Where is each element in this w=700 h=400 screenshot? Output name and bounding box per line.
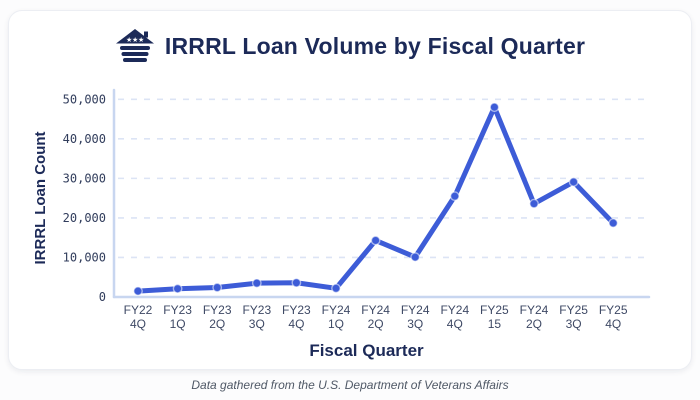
data-point <box>608 218 619 228</box>
x-tick-label: FY25 <box>559 303 588 317</box>
data-point <box>449 191 460 202</box>
x-tick-label: FY25 <box>480 303 509 317</box>
y-tick-label: 0 <box>99 290 106 304</box>
y-tick-label: 40,000 <box>63 132 106 146</box>
x-tick-label: 4Q <box>605 317 621 331</box>
x-axis-title: Fiscal Quarter <box>309 341 424 360</box>
y-tick-label: 30,000 <box>63 171 106 185</box>
x-tick-label: 1Q <box>328 317 344 331</box>
x-tick-label: 3Q <box>407 317 423 331</box>
x-tick-label: 4Q <box>288 317 304 331</box>
svg-text:★: ★ <box>138 36 144 44</box>
x-tick-label: 2Q <box>526 317 542 331</box>
data-point <box>133 286 143 296</box>
data-point <box>331 283 341 294</box>
x-tick-label: 2Q <box>209 317 225 331</box>
data-point <box>291 277 302 288</box>
data-point <box>370 235 381 246</box>
x-tick-label: 2Q <box>368 317 384 331</box>
y-tick-label: 10,000 <box>63 250 106 264</box>
x-tick-label: FY22 <box>124 303 153 317</box>
y-axis-title: IRRRL Loan Count <box>32 131 49 264</box>
data-point <box>251 278 262 289</box>
x-tick-label: FY23 <box>282 303 311 317</box>
source-attribution: Data gathered from the U.S. Department o… <box>191 378 509 392</box>
x-tick-label: FY24 <box>361 303 390 317</box>
data-point <box>172 283 183 294</box>
x-tick-label: 3Q <box>249 317 265 331</box>
svg-text:★: ★ <box>126 36 132 44</box>
data-point <box>568 177 579 187</box>
x-tick-label: FY24 <box>520 303 549 317</box>
x-tick-label: FY25 <box>599 303 628 317</box>
x-tick-label: FY24 <box>401 303 430 317</box>
data-point <box>212 282 223 293</box>
x-tick-label: 15 <box>488 317 502 331</box>
svg-text:★: ★ <box>132 36 138 44</box>
x-tick-label: 1Q <box>170 317 186 331</box>
data-point <box>529 198 539 209</box>
x-tick-label: 4Q <box>447 317 463 331</box>
x-tick-label: FY23 <box>203 303 232 317</box>
y-tick-label: 20,000 <box>63 211 106 225</box>
data-point <box>410 252 421 262</box>
chart-card: ★ ★ ★ IRRRL Loan Volume by Fiscal Quarte… <box>8 10 692 370</box>
chart-title: IRRRL Loan Volume by Fiscal Quarter <box>164 32 586 59</box>
x-tick-label: 4Q <box>130 317 146 331</box>
chart-header: ★ ★ ★ IRRRL Loan Volume by Fiscal Quarte… <box>9 29 691 63</box>
house-flag-icon: ★ ★ ★ <box>115 29 154 62</box>
y-tick-label: 50,000 <box>63 92 106 106</box>
x-tick-label: FY24 <box>322 303 351 317</box>
data-point <box>489 102 500 113</box>
x-tick-label: FY23 <box>242 303 271 317</box>
x-tick-label: FY24 <box>440 303 469 317</box>
x-tick-label: 3Q <box>566 317 582 331</box>
irrrl-line-chart: 010,00020,00030,00040,00050,000FY224QFY2… <box>32 88 651 360</box>
trend-line <box>135 104 616 294</box>
x-tick-label: FY23 <box>163 303 192 317</box>
